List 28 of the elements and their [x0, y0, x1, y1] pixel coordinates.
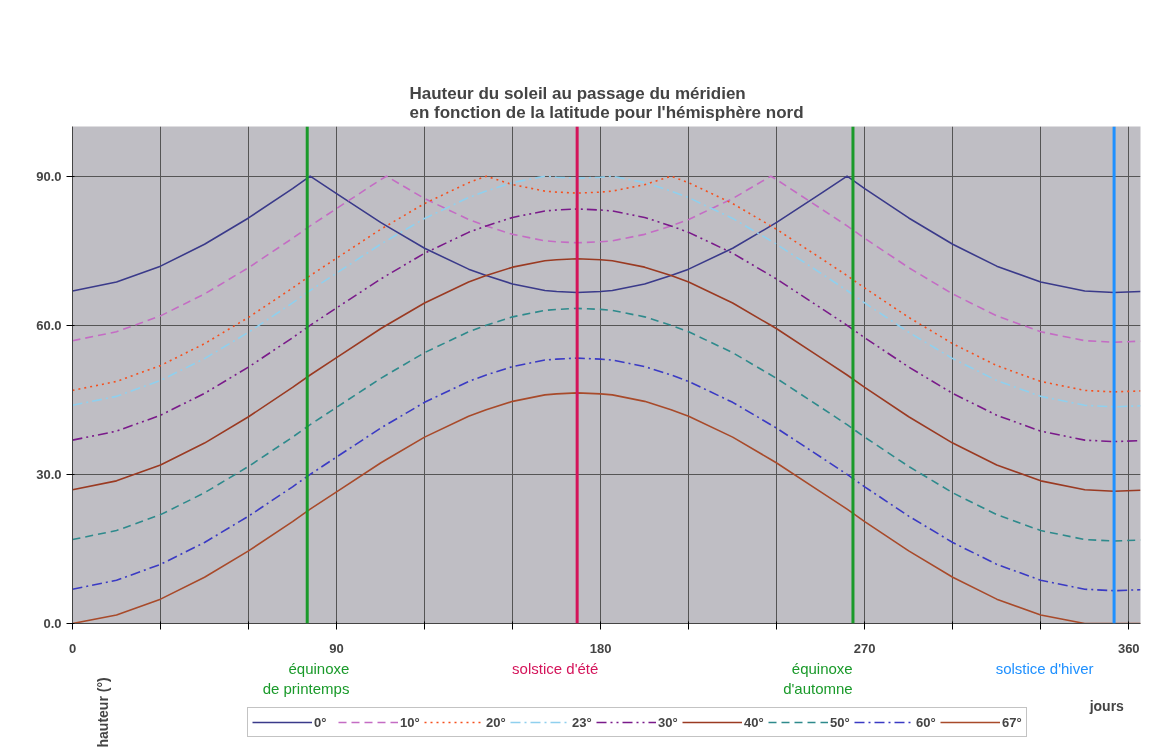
- line-series: [72, 357, 1141, 592]
- legend-label: 0°: [314, 714, 328, 730]
- x-tick-label: 180: [589, 640, 612, 656]
- chart-title: Hauteur du soleil au passage du méridien en fonction de la latitude pour l'hémisphère nord: [409, 83, 804, 122]
- legend-label: 50°: [830, 714, 850, 730]
- legend-label: 67°: [1002, 714, 1022, 730]
- ref-line-label: équinoxe d'automne: [783, 659, 853, 697]
- legend-label: 30°: [658, 714, 678, 730]
- y-axis-title: hauteur (°): [95, 677, 112, 748]
- legend-label: 20°: [486, 714, 506, 730]
- y-tick-label: 90.0: [36, 168, 62, 184]
- line-series: [72, 175, 1141, 294]
- legend-label: 40°: [744, 714, 764, 730]
- y-tick-label: 0.0: [43, 616, 62, 631]
- ref-line-label: équinoxe de printemps: [262, 659, 350, 697]
- x-tick-label: 0: [68, 640, 77, 656]
- y-tick-label: 30.0: [36, 466, 62, 482]
- x-tick-label: 90: [329, 640, 344, 656]
- ref-line-label: solstice d'hiver: [995, 659, 1094, 677]
- x-tick-label: 270: [853, 640, 876, 656]
- legend-label: 23°: [572, 714, 592, 730]
- y-tick-label: 60.0: [36, 317, 62, 333]
- line-series: [72, 257, 1141, 493]
- legend-label: 10°: [400, 714, 420, 730]
- x-axis-title: jours: [1088, 697, 1125, 714]
- legend-label: 60°: [916, 714, 936, 730]
- ref-line-label: solstice d'été: [512, 659, 599, 677]
- x-tick-label: 360: [1117, 640, 1140, 656]
